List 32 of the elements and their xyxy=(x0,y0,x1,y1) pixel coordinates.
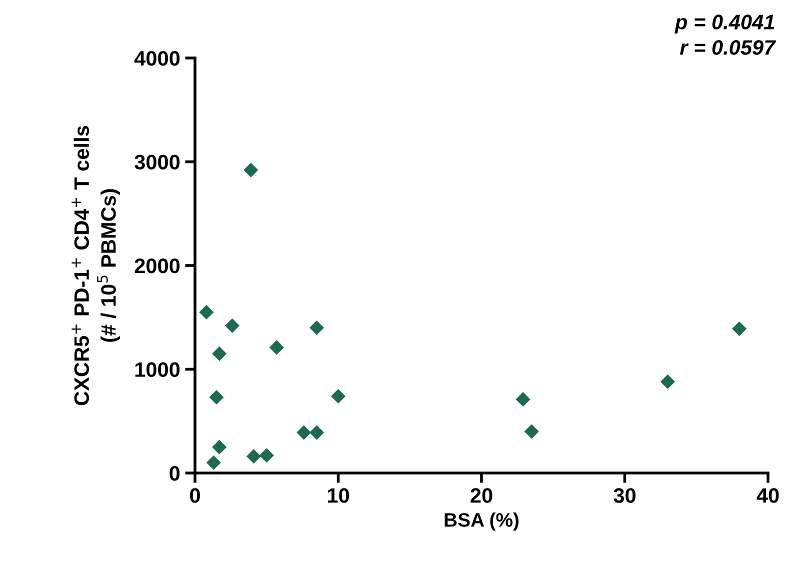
y-tick-label: 3000 xyxy=(134,154,180,170)
x-axis-title: BSA (%) xyxy=(444,512,519,531)
y-tick-label: 1000 xyxy=(135,362,180,378)
point xyxy=(296,425,312,440)
x-tick-label: 40 xyxy=(756,488,779,503)
y-tick-label: 2000 xyxy=(134,258,180,274)
point xyxy=(209,390,224,405)
point xyxy=(212,346,227,361)
point xyxy=(660,374,676,389)
point xyxy=(269,340,284,355)
point xyxy=(259,448,274,463)
point xyxy=(224,318,240,333)
x-tick-label: 0 xyxy=(190,488,200,503)
point xyxy=(516,392,530,407)
point xyxy=(244,162,258,178)
text: CXCR5$^{+}$ PD-1$^{+}$ CD4$^{+}$ T cells (# / 10$^{5}$ PBMCs) xyxy=(72,126,120,406)
point xyxy=(524,424,539,439)
text: r = 0.0597 xyxy=(680,40,776,55)
point xyxy=(309,320,324,336)
y-tick-label: 4000 xyxy=(134,51,180,66)
text: p = 0.4041 xyxy=(674,14,774,34)
x-tick-label: 10 xyxy=(328,488,349,503)
point xyxy=(206,455,221,470)
point xyxy=(212,440,227,454)
point xyxy=(246,449,262,464)
point xyxy=(732,322,747,336)
point xyxy=(330,388,346,404)
y-tick-label: 0 xyxy=(170,466,180,481)
point xyxy=(199,304,214,320)
x-tick-label: 20 xyxy=(470,488,492,503)
x-tick-label: 30 xyxy=(614,488,636,503)
point xyxy=(309,425,324,440)
